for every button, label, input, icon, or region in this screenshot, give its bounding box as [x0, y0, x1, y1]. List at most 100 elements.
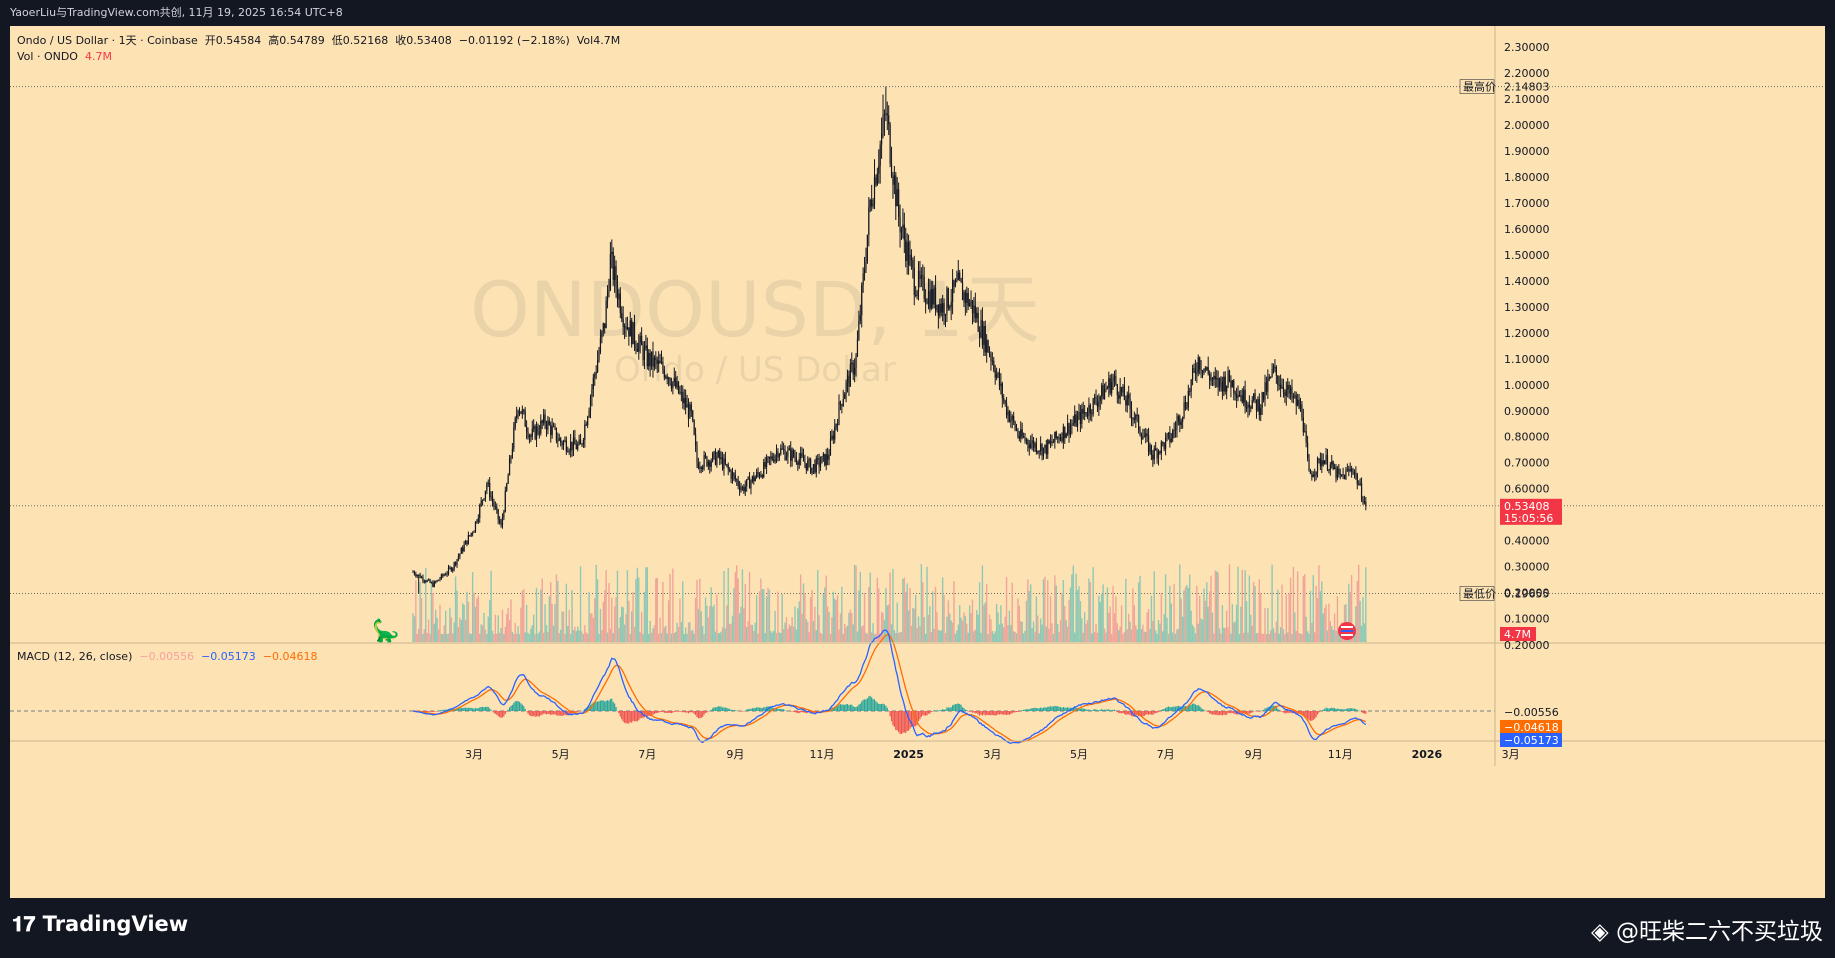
- macd-histogram-bar: [875, 701, 877, 711]
- macd-histogram-bar: [578, 711, 580, 712]
- candle: [890, 146, 893, 179]
- macd-histogram-bar: [1324, 708, 1326, 711]
- volume-bar: [578, 630, 580, 642]
- candle: [1282, 378, 1285, 398]
- macd-histogram-bar: [1197, 705, 1199, 711]
- candle-body: [967, 292, 969, 306]
- candle-body: [973, 305, 975, 314]
- volume-bar: [1125, 578, 1127, 642]
- candle-body: [1042, 447, 1045, 456]
- macd-histogram-bar: [592, 702, 594, 711]
- macd-histogram-bar: [1203, 709, 1205, 711]
- candle-body: [547, 420, 549, 430]
- macd-histogram-bar: [1244, 711, 1246, 714]
- candle-body: [425, 581, 427, 583]
- volume-bar: [611, 597, 613, 642]
- macd-histogram-bar: [734, 710, 736, 711]
- macd-histogram-bar: [1190, 704, 1192, 711]
- macd-histogram-bar: [720, 706, 722, 711]
- volume-bar: [914, 594, 917, 642]
- macd-histogram-bar: [1111, 710, 1113, 711]
- candle: [572, 430, 575, 457]
- candle-body: [953, 279, 955, 287]
- candle-body: [706, 456, 708, 466]
- candle: [1018, 430, 1020, 442]
- candle-body: [855, 355, 857, 369]
- volume-bar: [721, 627, 724, 642]
- candle-body: [1085, 412, 1087, 416]
- macd-histogram-bar: [473, 708, 475, 711]
- candle: [915, 286, 917, 298]
- candle-body: [986, 340, 988, 353]
- candle-body: [741, 487, 744, 489]
- candle: [770, 451, 772, 466]
- volume-bar: [787, 628, 789, 642]
- tradingview-logo[interactable]: 𝟏𝟕 TradingView: [12, 912, 188, 937]
- candle: [753, 472, 755, 485]
- candle-body: [957, 272, 959, 281]
- macd-histogram-bar: [949, 707, 951, 711]
- volume-bar: [609, 628, 612, 642]
- volume-bar: [1018, 605, 1021, 642]
- candle: [643, 341, 646, 369]
- volume-bar: [493, 633, 495, 642]
- macd-histogram-bar: [913, 711, 915, 727]
- chart-panel[interactable]: ONDOUSD, 1天 Ondo / US Dollar 0.10000 0.200…: [10, 26, 1825, 898]
- macd-histogram-bar: [1314, 711, 1316, 719]
- volume-bar: [1078, 586, 1080, 642]
- volume-bar: [724, 628, 727, 642]
- candle: [1268, 374, 1270, 382]
- candle: [614, 255, 616, 293]
- candle: [463, 541, 465, 552]
- volume-bar: [1048, 628, 1050, 642]
- candle: [1089, 403, 1091, 421]
- volume-bar: [892, 568, 894, 642]
- macd-histogram-bar: [500, 711, 502, 718]
- candle-body: [1267, 379, 1269, 392]
- price-tick-label: 0.10000: [1504, 613, 1550, 626]
- macd-histogram-bar: [1360, 711, 1363, 713]
- candle-body: [765, 457, 768, 468]
- user-watermark: ◈ @旺柴二六不买垃圾: [1591, 912, 1823, 946]
- symbol-description[interactable]: Ondo / US Dollar · 1天 · Coinbase: [17, 34, 198, 47]
- candle: [937, 304, 939, 329]
- change-value: −0.01192 (−2.18%): [458, 34, 570, 47]
- macd-histogram-bar: [442, 709, 444, 711]
- volume-bar: [527, 632, 529, 642]
- candle-body: [1081, 408, 1083, 424]
- volume-bar: [1278, 633, 1280, 642]
- volume-bar: [878, 588, 880, 642]
- macd-histogram-bar: [834, 706, 836, 711]
- macd-hist-badge-text: −0.00556: [1504, 706, 1559, 719]
- candle: [774, 454, 776, 464]
- volume-bar: [797, 608, 799, 642]
- candle: [760, 470, 762, 478]
- flag-icon-stripe: [1341, 630, 1353, 632]
- candle: [1210, 372, 1212, 386]
- volume-series-name[interactable]: Vol · ONDO: [17, 50, 78, 63]
- candle-body: [1109, 378, 1111, 394]
- macd-histogram-bar: [926, 711, 928, 716]
- candle: [763, 458, 765, 479]
- volume-bar: [947, 600, 950, 642]
- candle-body: [484, 490, 487, 499]
- candle: [703, 450, 705, 471]
- flag-icon: [1338, 622, 1356, 640]
- candle-body: [988, 352, 991, 355]
- candle-body: [733, 473, 735, 476]
- macd-indicator-name[interactable]: MACD (12, 26, close): [17, 650, 133, 663]
- macd-histogram-bar: [558, 711, 560, 716]
- candle: [693, 419, 695, 436]
- volume-bar: [626, 570, 629, 642]
- candle: [1054, 431, 1056, 449]
- candle-body: [1064, 426, 1066, 438]
- volume-bar: [1296, 571, 1299, 642]
- volume-bar: [1304, 573, 1306, 642]
- macd-histogram-bar: [907, 711, 910, 731]
- macd-histogram-bar: [628, 711, 630, 724]
- time-tick-label: 11月: [809, 748, 834, 761]
- macd-histogram-bar: [1095, 709, 1097, 711]
- macd-histogram-bar: [609, 698, 611, 711]
- candle: [754, 475, 756, 482]
